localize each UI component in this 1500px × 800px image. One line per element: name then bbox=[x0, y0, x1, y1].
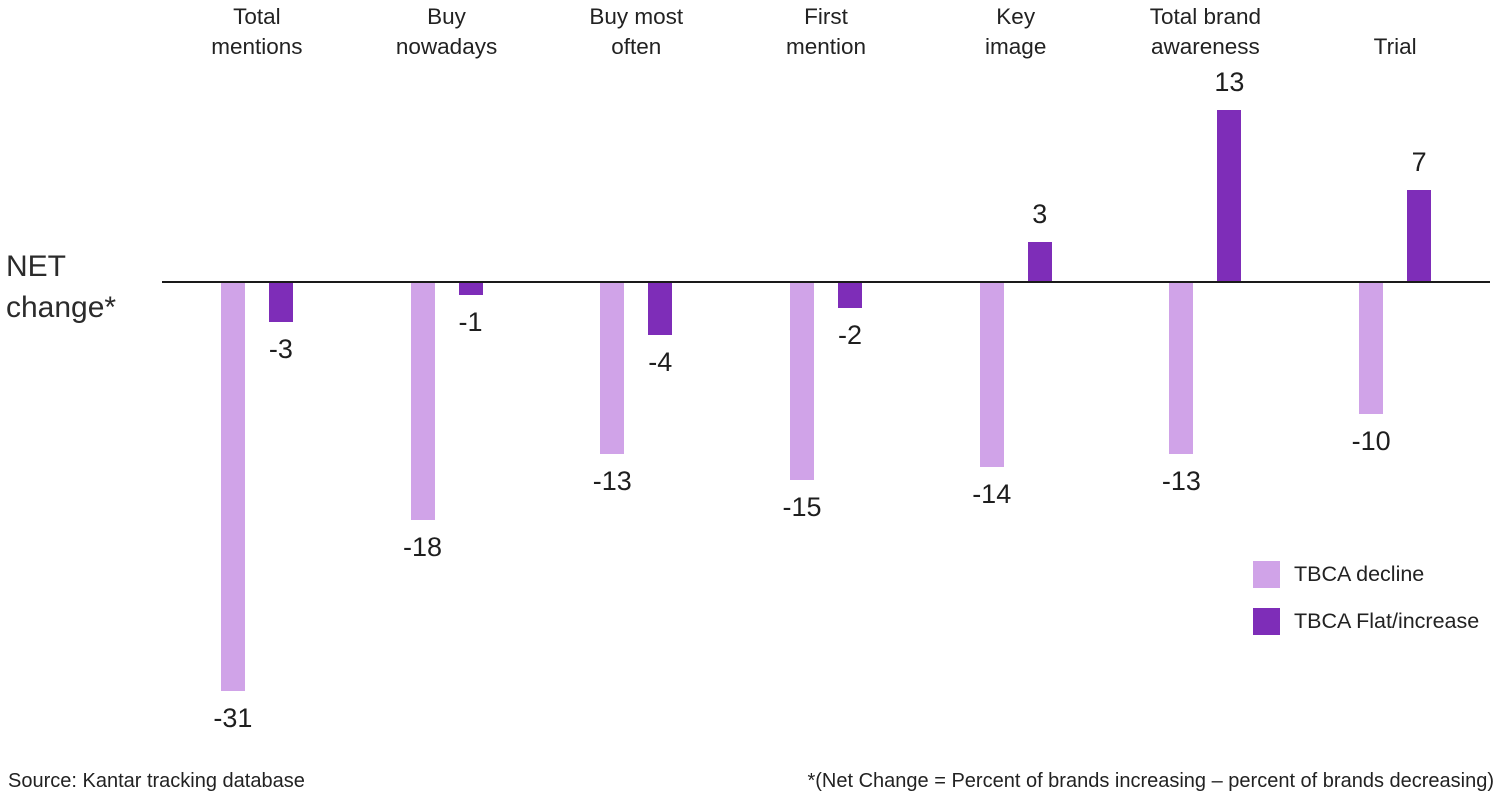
zero-axis-line bbox=[162, 281, 1490, 283]
value-label: -10 bbox=[1351, 426, 1391, 456]
category-label: Buy nowadays bbox=[395, 4, 498, 59]
bar bbox=[600, 282, 625, 454]
legend-label: TBCA Flat/increase bbox=[1294, 609, 1480, 633]
bar bbox=[1359, 282, 1384, 414]
value-label: 13 bbox=[1214, 67, 1245, 97]
value-label: -18 bbox=[403, 532, 443, 562]
bar bbox=[410, 282, 435, 520]
bar bbox=[1027, 242, 1052, 282]
legend-item: TBCA decline bbox=[1253, 561, 1479, 588]
value-label: -15 bbox=[782, 492, 822, 522]
category-label: Trial bbox=[1373, 34, 1417, 59]
bar bbox=[1407, 190, 1432, 282]
category-label: Key image bbox=[985, 4, 1047, 59]
bar bbox=[838, 282, 862, 308]
legend-label: TBCA decline bbox=[1294, 562, 1425, 586]
category-label: Buy most often bbox=[589, 4, 684, 59]
bar bbox=[458, 282, 483, 295]
bar bbox=[220, 282, 245, 691]
value-label: 7 bbox=[1411, 147, 1427, 177]
bar bbox=[268, 282, 293, 322]
bar bbox=[1217, 110, 1242, 282]
value-label: -14 bbox=[972, 479, 1012, 509]
category-label: Total brand awareness bbox=[1149, 4, 1262, 59]
bar bbox=[790, 282, 814, 480]
value-label: -2 bbox=[837, 320, 862, 350]
value-label: 3 bbox=[1032, 199, 1048, 229]
category-label: First mention bbox=[785, 4, 867, 59]
footnote-text: *(Net Change = Percent of brands increas… bbox=[807, 770, 1494, 792]
value-label: -13 bbox=[1161, 466, 1201, 496]
value-label: -3 bbox=[268, 334, 293, 364]
legend-swatch-icon bbox=[1253, 561, 1280, 588]
legend-swatch-icon bbox=[1253, 608, 1280, 635]
legend: TBCA decline TBCA Flat/increase bbox=[1253, 561, 1479, 635]
value-label: -13 bbox=[592, 466, 632, 496]
value-label: -4 bbox=[648, 347, 673, 377]
value-label: -1 bbox=[458, 307, 483, 337]
bar bbox=[648, 282, 673, 335]
bar bbox=[1169, 282, 1194, 454]
value-label: -31 bbox=[213, 703, 253, 733]
bar bbox=[979, 282, 1004, 467]
category-label: Total mentions bbox=[211, 4, 303, 59]
source-text: Source: Kantar tracking database bbox=[8, 770, 305, 792]
legend-item: TBCA Flat/increase bbox=[1253, 608, 1479, 635]
net-change-axis-label: NET change* bbox=[6, 250, 117, 324]
